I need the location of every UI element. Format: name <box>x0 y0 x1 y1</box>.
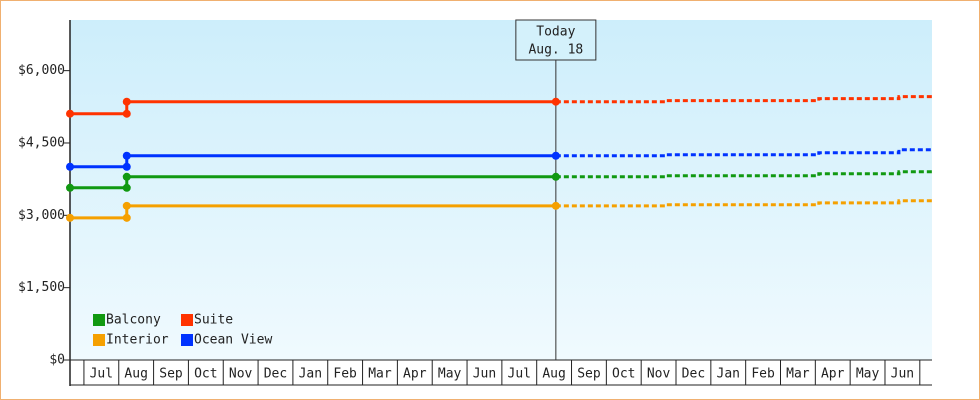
x-tick-label: Mar <box>786 367 810 382</box>
price-line <box>70 204 556 220</box>
x-tick-label: Apr <box>403 367 427 382</box>
price-point <box>551 151 560 160</box>
projection-line <box>555 148 932 158</box>
legend-swatch <box>181 334 193 346</box>
y-tick-label: $0 <box>49 353 65 368</box>
projection-line <box>555 95 932 104</box>
legend-label: Balcony <box>106 313 161 328</box>
price-point <box>122 109 131 118</box>
price-line <box>70 175 556 190</box>
price-point <box>66 213 74 222</box>
legend-swatch <box>181 314 193 326</box>
price-point <box>551 201 560 210</box>
x-tick-label: Aug <box>542 367 565 382</box>
x-tick-label: Apr <box>821 367 845 382</box>
legend-swatch <box>93 334 105 346</box>
x-tick-label: Feb <box>751 367 775 382</box>
price-point <box>66 183 74 192</box>
price-point <box>122 213 131 222</box>
legend-label: Interior <box>106 333 169 348</box>
x-tick-label: Jun <box>891 367 914 382</box>
price-point <box>122 151 131 160</box>
today-label: Today <box>536 25 575 40</box>
price-point <box>122 97 131 106</box>
y-tick-label: $1,500 <box>18 280 65 295</box>
price-point <box>66 109 74 118</box>
price-point <box>66 162 74 171</box>
plot-area <box>70 20 932 360</box>
x-tick-label: Jan <box>717 367 740 382</box>
x-tick-label: Dec <box>264 367 287 382</box>
x-tick-label: Sep <box>159 367 183 382</box>
price-point <box>122 162 131 171</box>
y-tick-label: $3,000 <box>18 208 65 223</box>
price-point <box>122 183 131 192</box>
x-tick-label: Nov <box>647 367 671 382</box>
projection-line <box>555 199 932 208</box>
legend-label: Suite <box>194 313 233 328</box>
x-tick-label: Oct <box>194 367 217 382</box>
price-point <box>551 97 560 106</box>
legend-label: Ocean View <box>194 333 272 348</box>
x-tick-label: Dec <box>682 367 705 382</box>
x-tick-label: Jul <box>90 367 113 382</box>
x-tick-label: Sep <box>577 367 601 382</box>
x-tick-label: Mar <box>368 367 392 382</box>
today-box <box>515 19 597 61</box>
y-tick-label: $4,500 <box>18 135 65 150</box>
price-line <box>70 100 556 116</box>
x-tick-label: Jun <box>473 367 496 382</box>
today-date: Aug. 18 <box>528 43 583 58</box>
x-tick-label: Feb <box>333 367 357 382</box>
price-point <box>122 201 131 210</box>
x-tick-label: May <box>856 367 880 382</box>
y-tick-label: $6,000 <box>18 63 65 78</box>
x-tick-label: Oct <box>612 367 635 382</box>
price-line <box>70 154 556 169</box>
x-tick-label: Jul <box>508 367 531 382</box>
x-tick-label: Jan <box>299 367 322 382</box>
legend-swatch <box>93 314 105 326</box>
price-point <box>122 172 131 181</box>
x-tick-label: Aug <box>124 367 147 382</box>
price-point <box>551 172 560 181</box>
projection-line <box>555 170 932 179</box>
x-tick-label: May <box>438 367 462 382</box>
x-tick-label: Nov <box>229 367 253 382</box>
